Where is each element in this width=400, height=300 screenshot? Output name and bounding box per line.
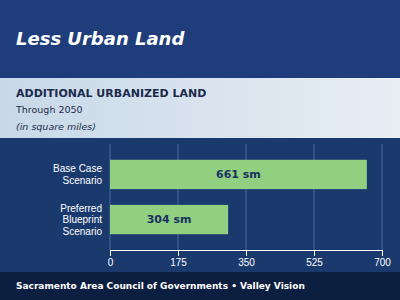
- footer-text: Sacramento Area Council of Governments •…: [16, 281, 305, 291]
- data-labels: 661 sm 304 sm: [147, 168, 261, 226]
- grid: [110, 144, 382, 250]
- x-tick-mark: [246, 250, 247, 256]
- x-axis: 0 175 350 525 700: [108, 250, 392, 268]
- top-banner: [0, 0, 400, 78]
- bars: [110, 160, 367, 234]
- subtitle: Through 2050: [15, 104, 83, 115]
- x-tick: 525: [306, 250, 323, 268]
- y-tick: PreferredBlueprintScenario: [60, 203, 110, 237]
- subtitle: ADDITIONAL URBANIZED LAND: [16, 87, 206, 100]
- x-tick: 0: [108, 250, 114, 268]
- y-tick: Base CaseScenario: [53, 163, 110, 186]
- x-tick: 175: [170, 250, 187, 268]
- y-tick-label: Base CaseScenario: [53, 163, 102, 186]
- x-tick-label: 700: [374, 257, 391, 268]
- bar: [110, 160, 367, 189]
- footer-band: [0, 272, 400, 300]
- x-tick-label: 175: [170, 257, 187, 268]
- header-band: [0, 78, 400, 138]
- bar: [110, 205, 228, 234]
- y-axis: Base CaseScenario PreferredBlueprintScena…: [53, 145, 110, 251]
- x-tick: 350: [238, 250, 255, 268]
- x-tick-mark: [178, 250, 179, 256]
- plot: 661 sm 304 sm 0 175 350 525 700 Base CaseScenar…: [53, 144, 391, 268]
- grid-line: [382, 144, 383, 250]
- x-axis-line: [111, 251, 383, 257]
- y-axis-line: [110, 145, 111, 251]
- x-tick-label: 525: [306, 257, 323, 268]
- data-label: 304 sm: [147, 213, 192, 226]
- title: Less Urban Land: [16, 28, 185, 49]
- data-label: 661 sm: [216, 168, 261, 181]
- x-tick: 700: [374, 250, 391, 268]
- x-tick-label: 350: [238, 257, 255, 268]
- x-tick-mark: [110, 250, 111, 256]
- x-tick-mark: [314, 250, 315, 256]
- x-tick-label: 0: [108, 257, 114, 268]
- background: [0, 0, 400, 300]
- chart-svg: Less Urban Land ADDITIONAL URBANIZED LAND…: [0, 0, 400, 300]
- x-tick-mark: [382, 250, 383, 256]
- subtitle: (in square miles): [16, 121, 96, 132]
- y-tick-label: PreferredBlueprintScenario: [60, 203, 102, 237]
